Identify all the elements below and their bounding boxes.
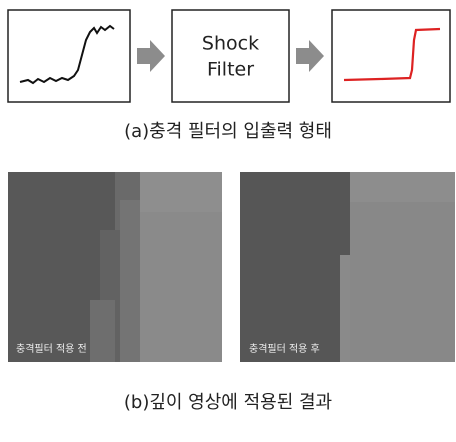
arrow — [296, 40, 324, 72]
caption: (a)충격 필터의 입출력 형태 — [124, 121, 332, 142]
output-box — [332, 10, 450, 102]
input-box — [8, 10, 130, 102]
image-label: 충격필터 적용 후 — [249, 342, 320, 355]
filter-box — [172, 10, 289, 102]
box-label: Shock — [202, 33, 259, 55]
depth-image-before — [8, 172, 222, 362]
image-label: 충격필터 적용 전 — [16, 342, 87, 355]
figure: Shock Filter (a)충격 필터의 입출력 형태 충격필터 적용 전 … — [0, 0, 456, 442]
box-label: Filter — [207, 59, 254, 81]
arrow — [137, 40, 165, 72]
depth-image-after — [240, 172, 455, 362]
caption: (b)깊이 영상에 적용된 결과 — [124, 392, 332, 413]
